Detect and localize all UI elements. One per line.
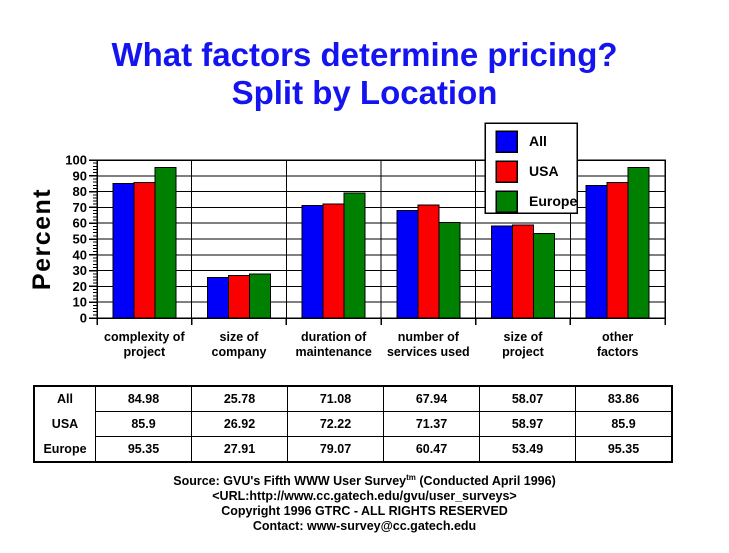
table-cell: 95.35 bbox=[95, 436, 192, 463]
table-row-all: All 84.98 25.78 71.08 67.94 58.07 83.86 bbox=[33, 385, 673, 412]
table-cell: 27.91 bbox=[191, 436, 288, 463]
bar-all-4 bbox=[491, 225, 513, 319]
x-category-label-line1: size of bbox=[220, 330, 260, 344]
table-cell: 79.07 bbox=[287, 436, 384, 463]
y-tick-label: 50 bbox=[73, 232, 87, 247]
bar-europe-3 bbox=[438, 221, 461, 319]
x-category-label-line2: services used bbox=[387, 345, 470, 359]
table-cell: 72.22 bbox=[287, 411, 384, 437]
table-row-label: All bbox=[33, 386, 96, 412]
bar-all-0 bbox=[112, 183, 135, 319]
footer-url: <URL:http://www.cc.gatech.edu/gvu/user_s… bbox=[212, 489, 517, 504]
table-row-usa: USA 85.9 26.92 72.22 71.37 58.97 85.9 bbox=[33, 411, 673, 437]
bar-europe-4 bbox=[533, 232, 555, 319]
data-table: All 84.98 25.78 71.08 67.94 58.07 83.86 USA 85.9… bbox=[33, 385, 673, 463]
y-tick-label: 100 bbox=[65, 153, 87, 168]
table-cell: 71.08 bbox=[287, 385, 384, 412]
bar-usa-2 bbox=[322, 203, 345, 319]
table-cell: 58.97 bbox=[479, 411, 576, 437]
chart-title-line1: What factors determine pricing? bbox=[111, 36, 618, 73]
table-cell: 95.35 bbox=[575, 436, 673, 463]
legend-swatch-europe bbox=[495, 190, 518, 213]
y-tick-label: 0 bbox=[80, 311, 87, 326]
legend-label-usa: USA bbox=[529, 163, 559, 179]
y-tick-label: 80 bbox=[73, 184, 87, 199]
legend-label-europe: Europe bbox=[529, 193, 577, 209]
x-category-label-line1: duration of bbox=[301, 330, 367, 344]
table-row-label: USA bbox=[33, 411, 96, 437]
legend-label-all: All bbox=[529, 133, 547, 149]
bar-europe-2 bbox=[343, 192, 366, 319]
table-cell: 67.94 bbox=[383, 385, 480, 412]
bar-all-2 bbox=[301, 205, 324, 319]
legend-swatch-all bbox=[495, 130, 518, 153]
table-row-europe: Europe 95.35 27.91 79.07 60.47 53.49 95.35 bbox=[33, 436, 673, 463]
bar-all-5 bbox=[585, 185, 608, 319]
footer: Source: GVU's Fifth WWW User Surveytm (C… bbox=[0, 470, 729, 534]
chart-title: What factors determine pricing? Split by… bbox=[0, 36, 729, 112]
bar-usa-1 bbox=[228, 274, 250, 319]
footer-contact: Contact: www-survey@cc.gatech.edu bbox=[252, 519, 477, 534]
bar-usa-0 bbox=[133, 181, 156, 319]
table-cell: 85.9 bbox=[95, 411, 192, 437]
legend-swatch-usa bbox=[495, 160, 518, 183]
footer-source-text: Source: GVU's Fifth WWW User Survey bbox=[173, 474, 407, 489]
footer-source-date: (Conducted April 1996) bbox=[415, 474, 556, 489]
table-cell: 85.9 bbox=[575, 411, 673, 437]
table-cell: 84.98 bbox=[95, 385, 192, 412]
bar-usa-4 bbox=[512, 224, 534, 319]
x-category-label-line1: other bbox=[602, 330, 633, 344]
x-category-label-line2: project bbox=[123, 345, 166, 359]
footer-copyright: Copyright 1996 GTRC - ALL RIGHTS RESERVE… bbox=[221, 504, 508, 519]
y-tick-label: 90 bbox=[73, 168, 87, 183]
chart-title-line2: Split by Location bbox=[231, 74, 498, 111]
x-category-label-line2: factors bbox=[597, 345, 639, 359]
x-category-label-line2: project bbox=[502, 345, 545, 359]
y-tick-label: 10 bbox=[73, 295, 87, 310]
x-category-label-line1: complexity of bbox=[104, 330, 185, 344]
bar-europe-1 bbox=[249, 273, 271, 319]
bar-usa-5 bbox=[606, 181, 629, 319]
footer-source-tm: tm bbox=[406, 473, 416, 482]
y-axis-label: Percent bbox=[28, 188, 56, 290]
bar-all-3 bbox=[396, 210, 419, 319]
y-tick-label: 70 bbox=[73, 200, 87, 215]
table-cell: 83.86 bbox=[575, 385, 673, 412]
table-cell: 53.49 bbox=[479, 436, 576, 463]
bar-europe-5 bbox=[627, 166, 650, 319]
bar-europe-0 bbox=[154, 166, 177, 319]
y-tick-label: 30 bbox=[73, 263, 87, 278]
bar-usa-3 bbox=[417, 204, 440, 319]
y-tick-label: 40 bbox=[73, 247, 87, 262]
x-category-label-line1: size of bbox=[504, 330, 544, 344]
table-row-label: Europe bbox=[33, 436, 96, 462]
table-cell: 25.78 bbox=[191, 385, 288, 412]
x-category-label-line2: maintenance bbox=[295, 345, 371, 359]
y-tick-label: 60 bbox=[73, 216, 87, 231]
x-category-label-line2: company bbox=[212, 345, 267, 359]
table-cell: 58.07 bbox=[479, 385, 576, 412]
table-cell: 71.37 bbox=[383, 411, 480, 437]
footer-source: Source: GVU's Fifth WWW User Surveytm (C… bbox=[0, 470, 729, 489]
table-cell: 26.92 bbox=[191, 411, 288, 437]
table-cell: 60.47 bbox=[383, 436, 480, 463]
bar-all-1 bbox=[207, 276, 229, 319]
y-tick-label: 20 bbox=[73, 279, 87, 294]
x-category-label-line1: number of bbox=[398, 330, 460, 344]
